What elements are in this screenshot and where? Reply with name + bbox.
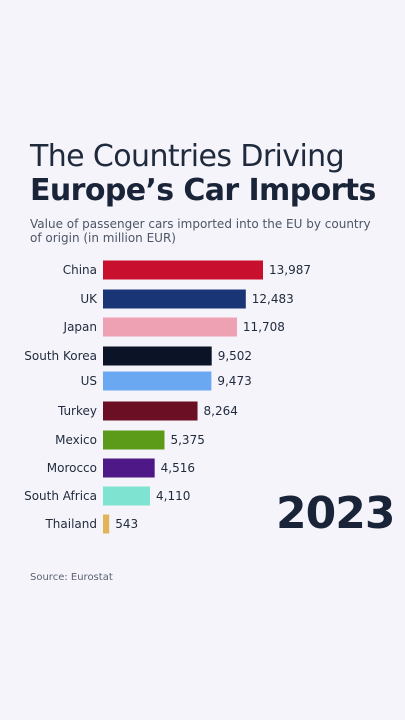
bar-row: US 9,473 bbox=[81, 371, 252, 391]
category-label: Japan bbox=[63, 320, 97, 334]
bar bbox=[103, 430, 165, 450]
chart-title-line1: The Countries Driving bbox=[30, 139, 345, 174]
category-label: South Korea bbox=[24, 349, 97, 363]
category-label: US bbox=[81, 374, 97, 388]
category-label: Thailand bbox=[44, 517, 97, 531]
year-label: 2023 bbox=[276, 488, 395, 539]
bar bbox=[103, 260, 263, 280]
value-label: 4,516 bbox=[161, 461, 195, 475]
value-label: 5,375 bbox=[170, 433, 204, 447]
bar-row: UK 12,483 bbox=[80, 289, 294, 309]
category-label: South Africa bbox=[24, 489, 97, 503]
chart-subtitle: Value of passenger cars imported into th… bbox=[30, 217, 371, 245]
bar bbox=[103, 401, 198, 421]
bar bbox=[103, 289, 246, 309]
value-label: 11,708 bbox=[243, 320, 285, 334]
bar bbox=[103, 371, 212, 391]
value-label: 4,110 bbox=[156, 489, 190, 503]
bar bbox=[103, 346, 212, 366]
bar bbox=[103, 458, 155, 478]
value-label: 8,264 bbox=[204, 404, 238, 418]
source-note: Source: Eurostat bbox=[30, 572, 113, 583]
bar-row: China 13,987 bbox=[63, 260, 311, 280]
bar-row: Japan 11,708 bbox=[63, 317, 285, 337]
chart-title-line2: Europe’s Car Imports bbox=[30, 173, 376, 208]
bar bbox=[103, 317, 237, 337]
category-label: Morocco bbox=[47, 461, 97, 475]
value-label: 12,483 bbox=[252, 292, 294, 306]
bar bbox=[103, 486, 151, 506]
bar-row: Morocco 4,516 bbox=[47, 458, 195, 478]
category-label: Turkey bbox=[57, 404, 97, 418]
bar-row: Turkey 8,264 bbox=[57, 401, 238, 421]
category-label: China bbox=[63, 263, 97, 277]
value-label: 9,473 bbox=[217, 374, 251, 388]
bar bbox=[103, 514, 110, 534]
category-label: Mexico bbox=[55, 433, 97, 447]
bar-row: South Korea 9,502 bbox=[24, 346, 252, 366]
value-label: 543 bbox=[115, 517, 138, 531]
bar-row: South Africa 4,110 bbox=[24, 486, 190, 506]
bar-row: Thailand 543 bbox=[44, 514, 138, 534]
category-label: UK bbox=[80, 292, 98, 306]
value-label: 9,502 bbox=[218, 349, 252, 363]
bar-row: Mexico 5,375 bbox=[55, 430, 205, 450]
value-label: 13,987 bbox=[269, 263, 311, 277]
